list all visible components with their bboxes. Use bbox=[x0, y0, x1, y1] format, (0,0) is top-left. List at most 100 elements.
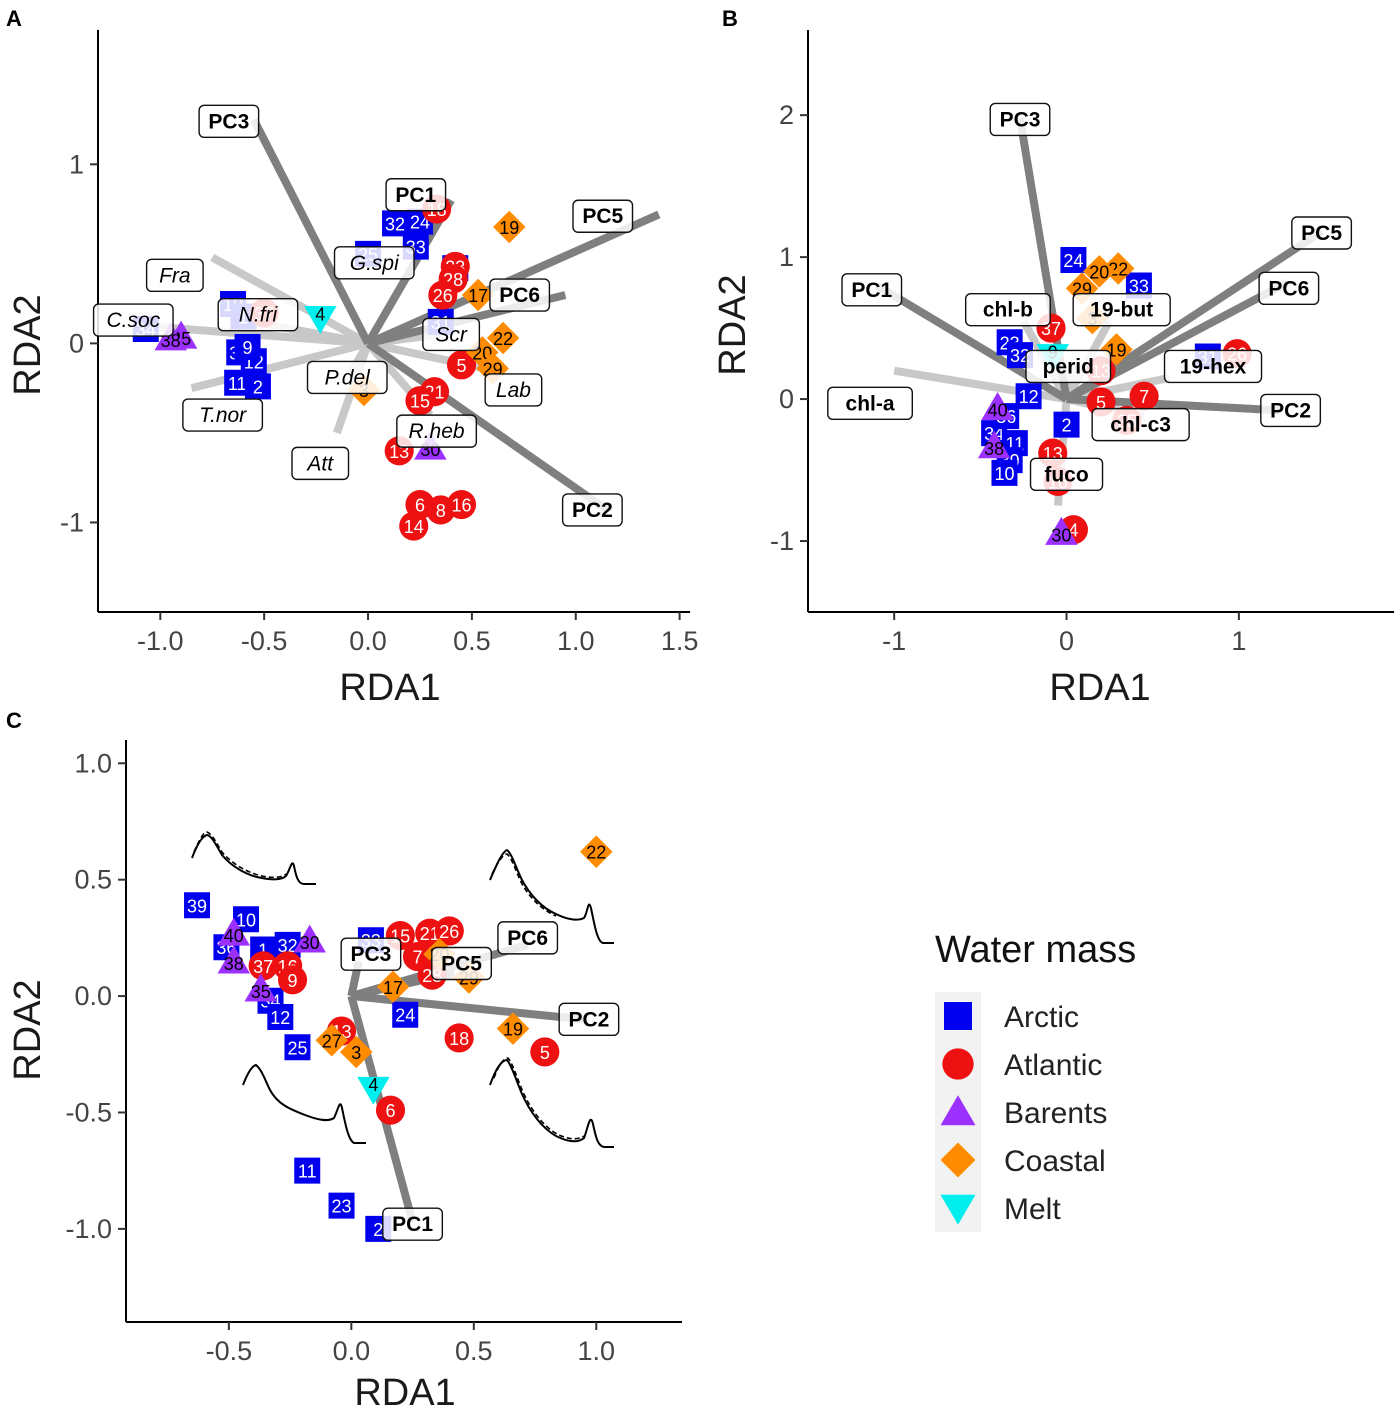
point-coastal-20 bbox=[1083, 255, 1116, 288]
point-barents-30 bbox=[293, 924, 326, 953]
point-label: 2 bbox=[373, 1220, 383, 1240]
spectrum-trace-solid bbox=[242, 1063, 366, 1144]
point-arctic-25 bbox=[284, 1034, 311, 1061]
point-label: 23 bbox=[332, 1197, 352, 1217]
x-tick-label: 0 bbox=[1059, 626, 1074, 656]
x-tick-label: -0.5 bbox=[241, 626, 288, 656]
diamond-icon bbox=[940, 1142, 976, 1178]
point-label: 4 bbox=[315, 304, 325, 324]
point-label: 27 bbox=[322, 1031, 342, 1051]
point-label: 6 bbox=[415, 496, 425, 516]
point-label: 35 bbox=[251, 982, 271, 1002]
point-label: 17 bbox=[468, 286, 488, 306]
x-tick-label: -0.5 bbox=[206, 1336, 253, 1366]
spectrum-trace-solid bbox=[191, 833, 316, 885]
point-barents-40 bbox=[981, 391, 1014, 420]
legend-label-atlantic: Atlantic bbox=[1004, 1049, 1102, 1082]
circle-icon bbox=[942, 1048, 974, 1080]
arrow-label-box bbox=[1291, 216, 1353, 250]
y-tick-label: -0.5 bbox=[65, 1097, 112, 1127]
point-label: 4 bbox=[368, 1075, 378, 1095]
arrow-label-box bbox=[1258, 271, 1320, 306]
point-label: 2 bbox=[1062, 416, 1072, 436]
point-label: 11 bbox=[228, 374, 247, 394]
point-label: 5 bbox=[540, 1043, 550, 1063]
x-tick-label: 1.0 bbox=[557, 626, 595, 656]
point-barents-40 bbox=[217, 917, 251, 946]
point-label: 6 bbox=[386, 1101, 396, 1121]
point-arctic-10 bbox=[233, 906, 260, 933]
arrow-label-pc1: PC1 bbox=[851, 279, 892, 302]
arrow-label-box bbox=[306, 360, 388, 395]
arrow-label-pc2: PC2 bbox=[568, 1008, 609, 1031]
arrow-label-box bbox=[841, 273, 903, 307]
point-atlantic-26 bbox=[428, 280, 458, 310]
point-arctic-11 bbox=[294, 1157, 321, 1184]
point-label: 1 bbox=[258, 941, 268, 961]
x-tick-label: 1.5 bbox=[661, 626, 699, 656]
arrow-label-g-spi: G.spi bbox=[350, 252, 400, 275]
arrow-label-fra: Fra bbox=[159, 264, 191, 287]
y-tick-label: 1 bbox=[69, 149, 84, 179]
legend-label-coastal: Coastal bbox=[1004, 1145, 1106, 1178]
arrow-label-box bbox=[182, 398, 264, 432]
point-arctic-32 bbox=[382, 210, 409, 237]
panel-b-ylabel: RDA2 bbox=[712, 274, 754, 375]
point-label: 22 bbox=[586, 843, 606, 863]
arrow-label-box bbox=[92, 303, 174, 337]
arrow-label-box bbox=[1029, 457, 1104, 492]
point-arctic-24 bbox=[392, 1001, 419, 1028]
point-coastal-19 bbox=[496, 1012, 530, 1045]
y-tick-label: 2 bbox=[779, 100, 794, 130]
point-coastal-3 bbox=[339, 1035, 373, 1069]
point-arctic-9 bbox=[234, 333, 261, 360]
point-coastal-22 bbox=[580, 835, 613, 868]
arrow-label-box bbox=[964, 292, 1051, 327]
point-barents-38 bbox=[154, 322, 187, 351]
triangle-down-icon bbox=[940, 1194, 976, 1225]
x-tick-label: -1.0 bbox=[137, 626, 184, 656]
point-atlantic-37 bbox=[248, 951, 278, 981]
arrow-label-box bbox=[572, 199, 634, 233]
water-mass-legend: Water mass Arctic Atlantic Barents Coastal M… bbox=[935, 929, 1136, 1232]
point-barents-30 bbox=[1045, 516, 1078, 545]
arrow-label-box bbox=[1163, 349, 1263, 384]
point-coastal-27 bbox=[315, 1024, 348, 1057]
point-atlantic-15 bbox=[405, 386, 435, 416]
point-label: 40 bbox=[224, 926, 244, 946]
y-tick-label: 0.0 bbox=[74, 981, 112, 1011]
point-arctic-2 bbox=[244, 373, 271, 400]
point-arctic-12 bbox=[1015, 383, 1042, 410]
point-label: 19 bbox=[503, 1020, 523, 1040]
point-label: 17 bbox=[383, 978, 403, 998]
point-atlantic-5 bbox=[446, 350, 477, 380]
arrow-label-box bbox=[558, 1002, 620, 1037]
x-tick-label: 0.0 bbox=[333, 1336, 371, 1366]
point-atlantic-7 bbox=[1129, 381, 1159, 411]
arrow-label-box bbox=[1091, 407, 1190, 442]
panel-a-axes: -1.0 -0.5 0.0 0.5 1.0 1.5 -1 0 1 bbox=[60, 30, 698, 656]
point-coastal-17 bbox=[376, 970, 410, 1004]
arrow-label-box bbox=[1025, 349, 1112, 384]
point-label: 5 bbox=[1096, 393, 1106, 413]
y-tick-label: 0 bbox=[779, 384, 794, 414]
point-label: 15 bbox=[410, 392, 430, 412]
spectrum-trace-dashed bbox=[493, 1057, 585, 1140]
x-tick-label: 1.0 bbox=[577, 1336, 615, 1366]
point-arctic-12 bbox=[267, 1004, 294, 1031]
point-label: 9 bbox=[288, 971, 298, 991]
point-label: 39 bbox=[187, 896, 207, 916]
x-tick-label: 0.0 bbox=[349, 626, 387, 656]
point-label: 20 bbox=[1089, 262, 1109, 282]
arrow-label-box bbox=[217, 298, 299, 332]
point-label: 22 bbox=[1108, 259, 1128, 279]
point-atlantic-9 bbox=[277, 965, 308, 995]
arrow-label-pc6: PC6 bbox=[1268, 277, 1309, 300]
arrow-label-pc6: PC6 bbox=[507, 927, 548, 950]
panel-b-points: 2433233231122341139103637261375251316430… bbox=[977, 246, 1252, 546]
point-atlantic-16 bbox=[446, 489, 477, 520]
point-label: 2 bbox=[253, 377, 263, 397]
point-label: 30 bbox=[300, 933, 320, 953]
